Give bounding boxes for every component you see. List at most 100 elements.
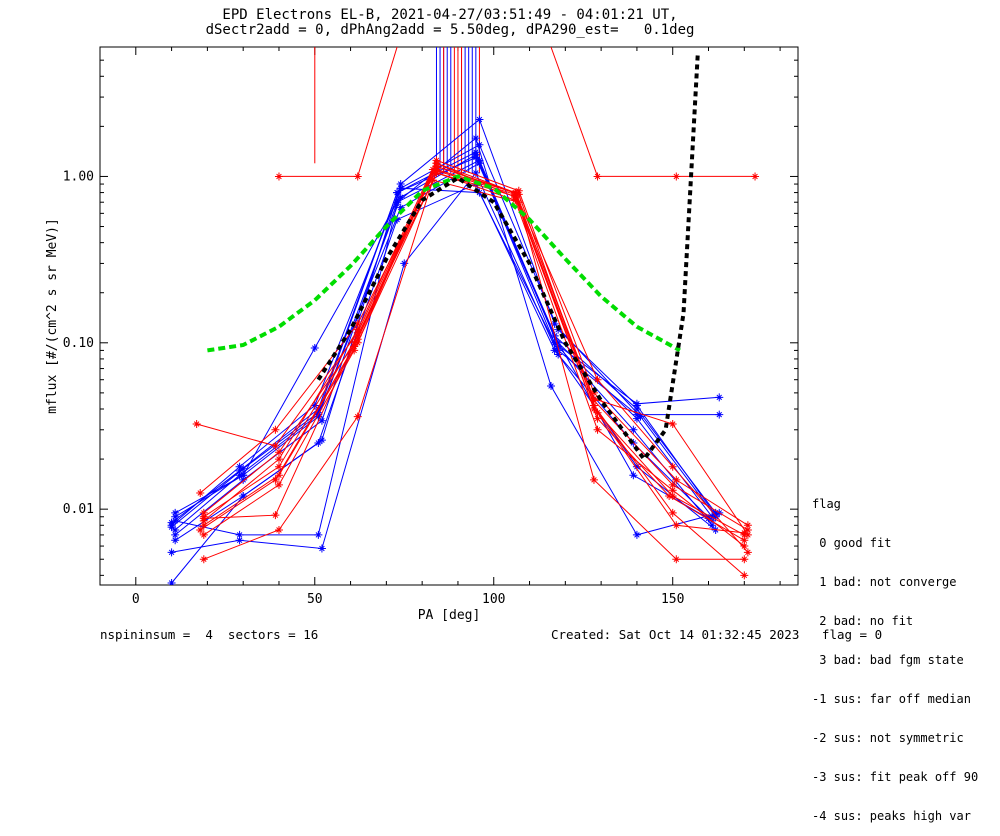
series-marker-red [350,338,359,347]
series-marker-red [432,159,441,168]
x-tick-label: 150 [661,592,684,607]
series-line-blue [171,118,717,584]
series-marker-red [199,514,208,523]
series-marker-red [740,555,749,564]
series-marker-blue [314,530,323,539]
series-marker-blue [235,536,244,545]
red-flag-marker [353,172,362,181]
series-marker-red [274,455,283,464]
series-line-red [203,162,745,536]
series-line-red [199,168,745,541]
series-line-blue [171,171,717,553]
series-marker-red [740,571,749,580]
series-marker-red [743,525,752,534]
series-marker-blue [171,516,180,525]
y-axis-label: mflux [#/(cm^2 s sr MeV)] [45,218,60,414]
series-marker-red [589,388,598,397]
x-tick-label: 100 [482,592,505,607]
footer-created-info: Created: Sat Oct 14 01:32:45 2023 flag =… [551,627,883,642]
series-marker-red [672,555,681,564]
series-marker-red [593,408,602,417]
series-marker-blue [554,350,563,359]
series-marker-blue [235,471,244,480]
series-marker-red [192,420,201,429]
chart-title-line2: dSectr2add = 0, dPhAng2add = 5.50deg, dP… [205,22,695,38]
series-line-red [203,165,745,576]
series-marker-blue [632,414,641,423]
series-marker-red [740,528,749,537]
series-marker-blue [715,393,724,402]
series-marker-blue [235,462,244,471]
series-marker-blue [632,530,641,539]
series-marker-blue [396,180,405,189]
series-marker-red [743,521,752,530]
series-marker-red [274,525,283,534]
series-marker-red [743,530,752,539]
series-marker-blue [629,425,638,434]
series-marker-red [199,521,208,530]
series-marker-red [740,536,749,545]
series-marker-red [668,420,677,429]
series-line-blue [171,144,717,526]
series-marker-red [274,471,283,480]
series-line-red [203,179,745,560]
series-marker-red [593,375,602,384]
footer-spin-info: nspininsum = 4 sectors = 16 [100,627,319,642]
x-axis-label: PA [deg] [418,608,481,623]
series-marker-red [672,475,681,484]
fit-curve-black [316,53,700,463]
legend-item-1: 1 bad: not converge [812,575,957,589]
series-marker-blue [310,344,319,353]
legend-item-4: -1 sus: far off median [812,692,971,706]
series-marker-red [593,414,602,423]
x-tick-label: 50 [307,592,323,607]
series-marker-red [353,335,362,344]
red-flag-line [357,47,398,177]
series-marker-red [668,486,677,495]
series-marker-blue [317,416,326,425]
series-marker-blue [396,193,405,202]
legend-title: flag [812,497,841,511]
series-marker-red [589,394,598,403]
series-line-red [203,172,745,547]
series-marker-red [668,508,677,517]
series-marker-blue [167,548,176,557]
series-marker-red [743,548,752,557]
fit-curve-green [207,174,681,353]
series-marker-blue [475,115,484,124]
series-marker-red [274,448,283,457]
y-tick-label: 0.01 [63,502,94,517]
series-marker-blue [471,168,480,177]
y-tick-label: 1.00 [63,169,94,184]
x-tick-label: 0 [132,592,140,607]
series-marker-blue [393,215,402,224]
series-marker-red [271,441,280,450]
legend-item-3: 3 bad: bad fgm state [812,653,964,667]
series-marker-red [589,475,598,484]
series-marker-blue [547,381,556,390]
series-marker-blue [167,523,176,532]
series-marker-blue [317,544,326,553]
series-marker-red [271,425,280,434]
series-line-blue [174,154,713,518]
legend-item-5: -2 sus: not symmetric [812,731,964,745]
series-marker-red [199,508,208,517]
series-marker-red [668,480,677,489]
series-marker-red [353,412,362,421]
chart-title-line1: EPD Electrons EL-B, 2021-04-27/03:51:49 … [222,7,678,23]
series-marker-blue [471,153,480,162]
series-marker-blue [715,410,724,419]
series-marker-red [514,190,523,199]
series-marker-red [353,319,362,328]
series-marker-blue [632,399,641,408]
series-marker-blue [632,462,641,471]
series-line-blue [174,162,720,531]
series-marker-red [665,491,674,500]
series-marker-blue [471,134,480,143]
series-marker-blue [239,491,248,500]
series-marker-red [353,328,362,337]
legend-item-0: 0 good fit [812,536,892,550]
series-line-red [196,162,749,536]
series-marker-blue [239,475,248,484]
legend-item-2: 2 bad: no fit [812,614,914,628]
